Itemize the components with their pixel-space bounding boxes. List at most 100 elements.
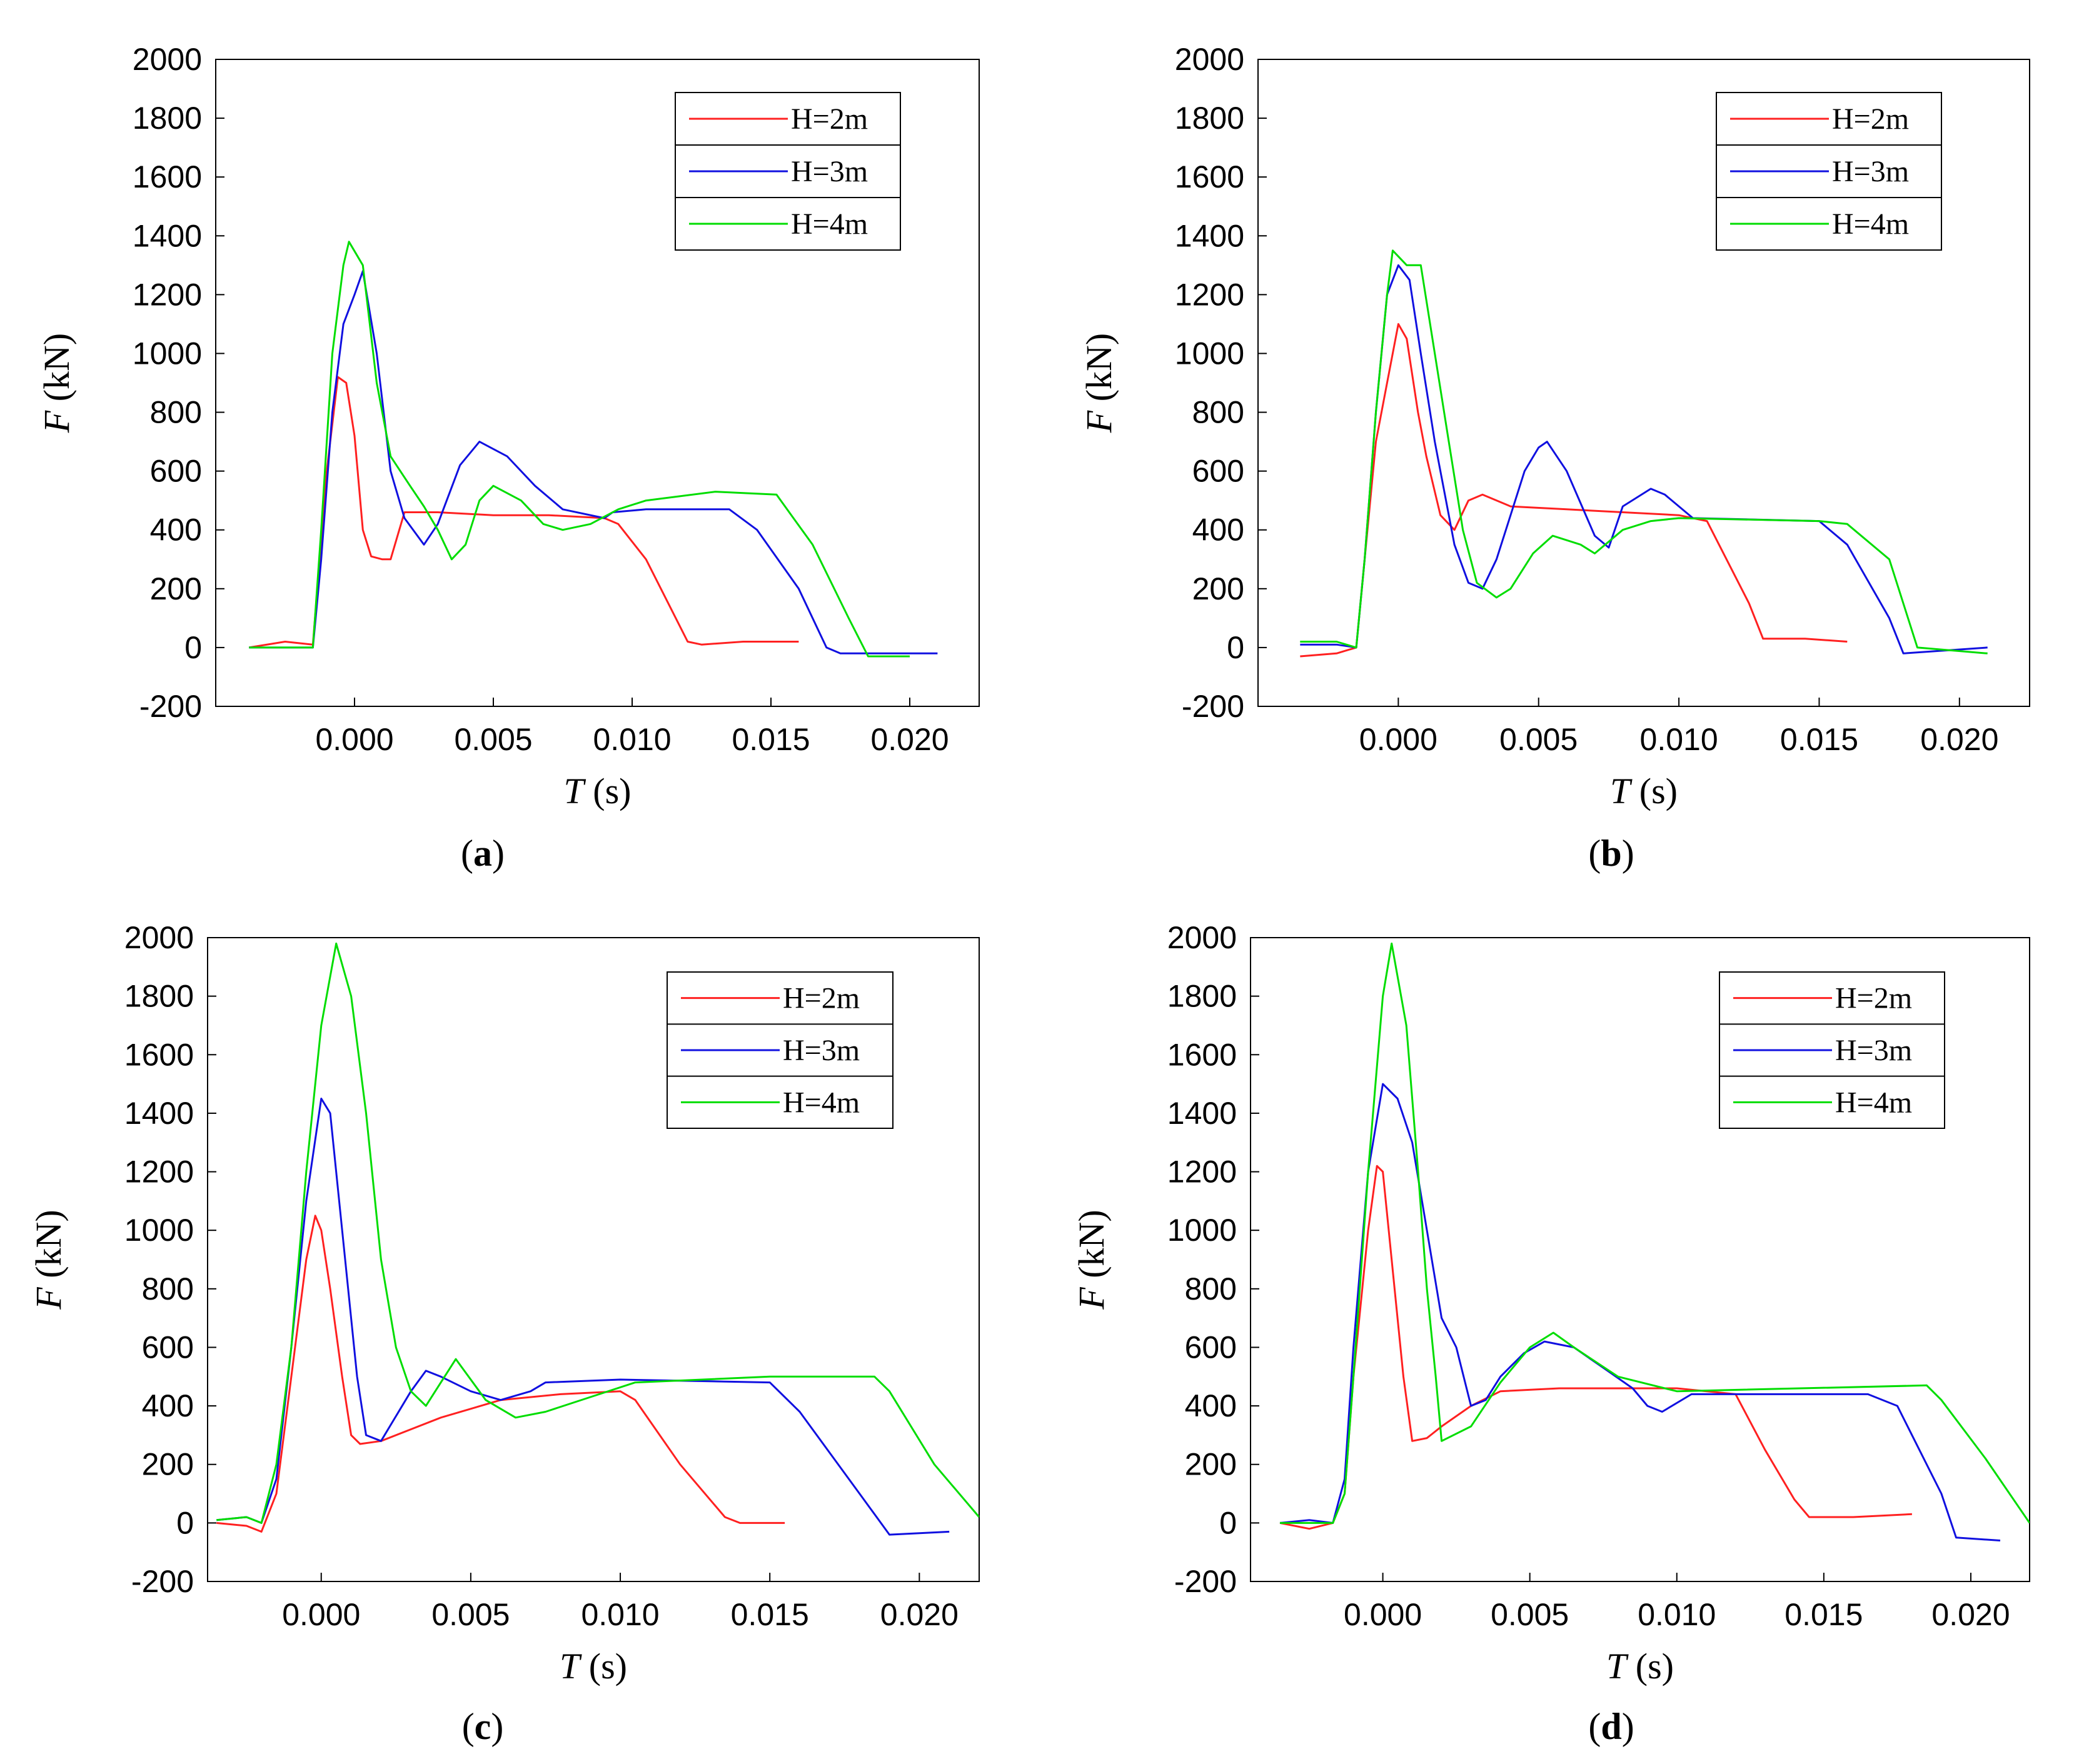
legend: H=2m H=3m H=4m [675, 92, 901, 251]
panel-label-close: ) [1622, 833, 1634, 874]
legend-label: H=2m [783, 982, 860, 1015]
x-axis-unit: (s) [584, 771, 632, 811]
x-tick-label: 0.005 [1491, 1597, 1569, 1632]
y-tick-label: 0 [184, 630, 202, 665]
series-line-H=2m [1300, 323, 1848, 658]
y-tick-label: 600 [1185, 1330, 1237, 1365]
y-tick-label: 2000 [1167, 920, 1237, 955]
x-axis-unit: (s) [580, 1646, 627, 1686]
series-line-H=4m [1280, 942, 2030, 1524]
x-tick-label: 0.000 [1344, 1597, 1422, 1632]
x-axis-variable: T [564, 771, 586, 811]
series-line-H=3m [216, 1098, 950, 1536]
y-axis-variable: F [1079, 410, 1119, 433]
plot-frame [1250, 937, 2030, 1582]
y-tick-label: 1400 [1167, 1096, 1237, 1131]
y-tick-label: 600 [1192, 454, 1244, 489]
x-axis-variable: T [1606, 1646, 1629, 1686]
y-tick-label: 1000 [133, 336, 202, 371]
y-tick-label: 2000 [133, 42, 202, 77]
panel-label-letter: d [1601, 1706, 1621, 1747]
legend-label: H=3m [791, 155, 868, 188]
y-tick-label: 600 [142, 1330, 194, 1365]
y-tick-label: 0 [1227, 630, 1244, 665]
y-axis-title: F (kN) [36, 333, 77, 433]
y-axis-title: F (kN) [28, 1210, 69, 1310]
x-tick-label: 0.020 [1931, 1597, 2010, 1632]
y-tick-label: 2000 [1175, 42, 1244, 77]
x-tick-label: 0.010 [1638, 1597, 1716, 1632]
y-tick-label: 1600 [1175, 159, 1244, 194]
y-tick-label: 400 [142, 1388, 194, 1423]
y-tick-label: 400 [150, 513, 202, 548]
y-tick-label: -200 [139, 689, 202, 724]
y-tick-label: 1400 [1175, 218, 1244, 253]
panel-label-close: ) [1622, 1706, 1634, 1747]
y-tick-label: 200 [1192, 571, 1244, 606]
panel-label-open: ( [1588, 1706, 1601, 1747]
x-tick-label: 0.000 [1359, 722, 1437, 757]
x-tick-label: 0.015 [1785, 1597, 1863, 1632]
y-tick-label: 200 [142, 1447, 194, 1482]
legend: H=2m H=3m H=4m [667, 971, 894, 1129]
y-axis-variable: F [28, 1287, 69, 1310]
series-line-H=2m [1279, 1165, 1912, 1530]
legend: H=2m H=3m H=4m [1719, 971, 1945, 1129]
x-tick-label: 0.005 [1499, 722, 1578, 757]
panel-label-open: ( [1588, 833, 1601, 874]
y-tick-label: 1600 [124, 1037, 194, 1072]
panel-label-open: ( [462, 1706, 475, 1747]
x-tick-label: 0.010 [593, 722, 671, 757]
panel-label-letter: c [475, 1706, 491, 1747]
panel-label: (c) [462, 1706, 504, 1747]
x-tick-label: 0.005 [431, 1597, 510, 1632]
y-tick-label: 1000 [1175, 336, 1244, 371]
x-axis-unit: (s) [1630, 771, 1678, 811]
y-tick-label: 1000 [124, 1213, 194, 1248]
y-axis-variable: F [36, 410, 77, 433]
legend: H=2m H=3m H=4m [1716, 92, 1942, 251]
y-tick-label: 2000 [124, 920, 194, 955]
x-tick-label: 0.000 [282, 1597, 360, 1632]
legend-label: H=3m [1835, 1034, 1912, 1067]
series-line-H=4m [1300, 249, 1988, 654]
panel-label-letter: b [1601, 833, 1621, 874]
x-tick-label: 0.015 [1780, 722, 1858, 757]
series-line-H=3m [1279, 1083, 2001, 1541]
legend-label: H=3m [783, 1034, 860, 1067]
y-tick-label: 1400 [124, 1096, 194, 1131]
legend-label: H=4m [791, 208, 868, 241]
legend-label: H=2m [1832, 103, 1909, 136]
panel-label-open: ( [461, 833, 473, 874]
chart-panel-b: -200 0 200 400 600 800 1000 1200 1400 1600 1800 200… [1079, 42, 2030, 874]
y-tick-label: 1000 [1167, 1213, 1237, 1248]
y-tick-label: 1800 [133, 101, 202, 136]
y-axis-unit: (kN) [28, 1210, 69, 1287]
series-line-H=3m [1300, 264, 1988, 654]
x-axis-title: T (s) [1610, 771, 1678, 811]
series-line-H=2m [216, 1215, 785, 1533]
y-axis-title: F (kN) [1071, 1210, 1112, 1310]
x-tick-label: 0.010 [581, 1597, 659, 1632]
x-tick-label: 0.020 [870, 722, 949, 757]
plot-frame [215, 59, 980, 707]
y-tick-label: 600 [150, 454, 202, 489]
legend-label: H=2m [1835, 982, 1912, 1015]
y-axis-variable: F [1071, 1287, 1112, 1310]
x-axis-title: T (s) [564, 771, 632, 811]
x-tick-label: 0.000 [315, 722, 393, 757]
panel-label-close: ) [492, 833, 505, 874]
y-tick-label: 800 [150, 395, 202, 430]
x-axis-title: T (s) [560, 1646, 627, 1686]
y-tick-label: 800 [1192, 395, 1244, 430]
legend-label: H=4m [1832, 208, 1909, 241]
x-axis-title: T (s) [1606, 1646, 1674, 1686]
plot-frame [207, 937, 980, 1582]
y-tick-label: 1600 [133, 159, 202, 194]
x-axis-unit: (s) [1626, 1646, 1674, 1686]
x-axis-variable: T [560, 1646, 582, 1686]
y-tick-label: -200 [1182, 689, 1244, 724]
chart-panel-d: -200 0 200 400 600 800 1000 1200 1400 1600 1800 200… [1071, 920, 2030, 1747]
y-tick-label: 1800 [1175, 101, 1244, 136]
